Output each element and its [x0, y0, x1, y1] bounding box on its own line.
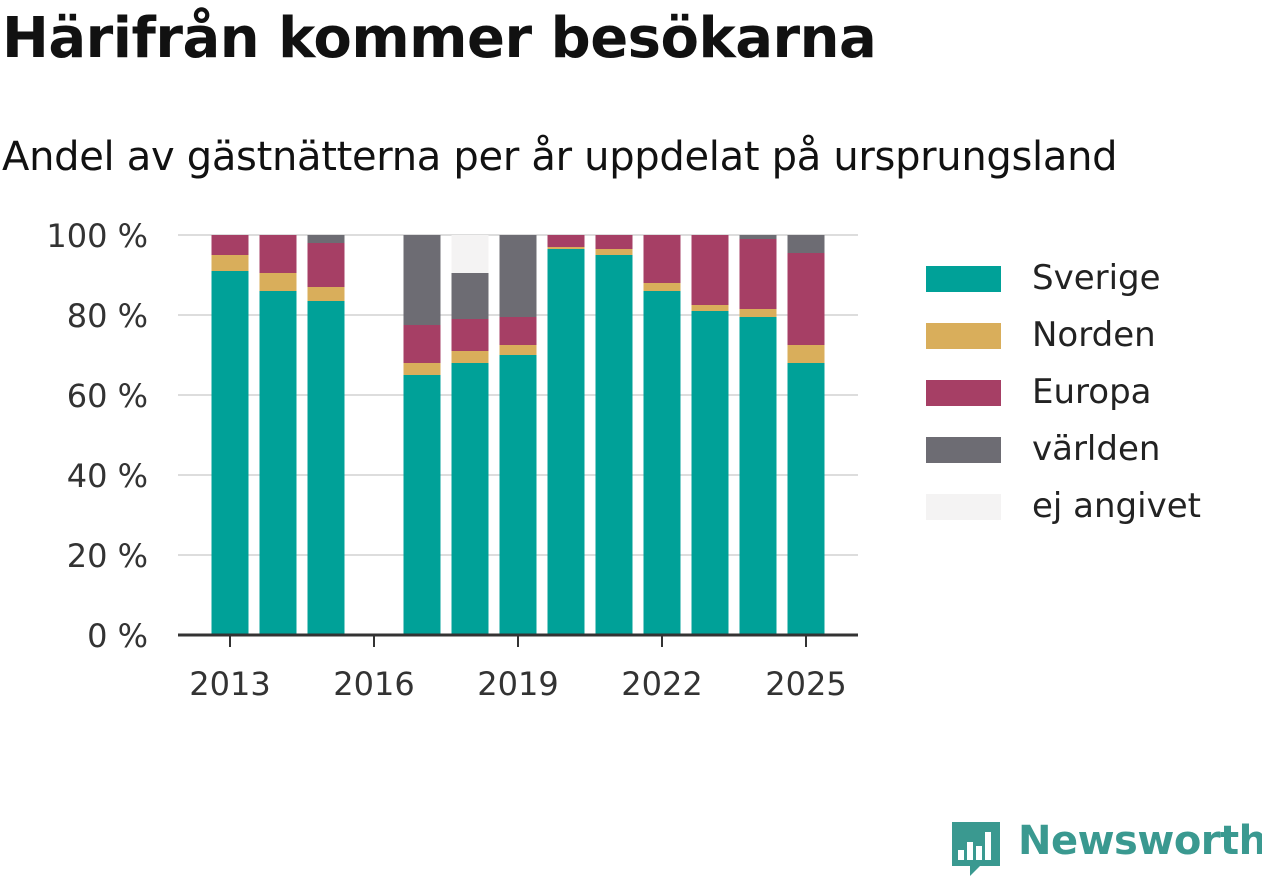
- y-tick-label: 100 %: [46, 217, 148, 255]
- bar-segment-2017-sverige: [403, 375, 441, 635]
- brand-name: Newsworthy: [1018, 818, 1262, 864]
- x-tick-label: 2022: [621, 665, 702, 703]
- x-tick-label: 2025: [765, 665, 846, 703]
- bar-segment-2018-ej-angivet: [451, 235, 489, 273]
- bar-segment-2017-europa: [403, 325, 441, 363]
- bar-segment-2019-norden: [499, 345, 537, 355]
- stacked-bar-chart: 0 % 20 % 40 % 60 % 80 % 100 % 2013 2016 2019 2022…: [46, 217, 858, 703]
- bar-segment-2019-europa: [499, 317, 537, 345]
- bar-segment-2025-europa: [787, 253, 825, 345]
- y-tick-label: 20 %: [67, 537, 148, 575]
- bar-segment-2015-norden: [307, 287, 345, 301]
- bar-segment-2015-sverige: [307, 301, 345, 635]
- bar-segment-2021-europa: [595, 235, 633, 249]
- legend-swatch: [926, 494, 1001, 520]
- bar-segment-2023-europa: [691, 235, 729, 305]
- bar-segment-2023-norden: [691, 305, 729, 311]
- bar-segment-2025-världen: [787, 235, 825, 253]
- bar-segment-2017-norden: [403, 363, 441, 375]
- y-tick-label: 0 %: [87, 617, 148, 655]
- bar-segment-2021-norden: [595, 249, 633, 255]
- bar-segment-2024-världen: [739, 235, 777, 239]
- x-tick-label: 2019: [477, 665, 558, 703]
- bar-segment-2014-europa: [259, 235, 297, 273]
- legend-swatch: [926, 437, 1001, 463]
- bar-segment-2021-sverige: [595, 255, 633, 635]
- bar-segment-2024-sverige: [739, 317, 777, 635]
- legend-swatch: [926, 323, 1001, 349]
- bar-segment-2018-världen: [451, 273, 489, 319]
- bar-segment-2015-europa: [307, 243, 345, 287]
- bar-segment-2022-norden: [643, 283, 681, 291]
- bar-segment-2014-sverige: [259, 291, 297, 635]
- bar-segment-2013-sverige: [211, 271, 249, 635]
- y-tick-label: 60 %: [67, 377, 148, 415]
- bar-chart-logo-icon: [952, 822, 1000, 876]
- bar-segment-2022-sverige: [643, 291, 681, 635]
- bar-segment-2013-norden: [211, 255, 249, 271]
- bar-segment-2017-världen: [403, 235, 441, 325]
- x-tick-label: 2016: [333, 665, 414, 703]
- legend-swatch: [926, 266, 1001, 292]
- bar-segment-2024-europa: [739, 239, 777, 309]
- chart-title: Härifrån kommer besökarna: [2, 6, 877, 71]
- bar-segment-2020-norden: [547, 247, 585, 249]
- bar-segment-2020-europa: [547, 235, 585, 247]
- legend-label: Norden: [1032, 315, 1156, 355]
- bar-segment-2022-europa: [643, 235, 681, 283]
- bar-segment-2018-sverige: [451, 363, 489, 635]
- y-tick-label: 40 %: [67, 457, 148, 495]
- bar-segment-2015-världen: [307, 235, 345, 243]
- bar-segment-2013-europa: [211, 235, 249, 255]
- bar-segment-2019-sverige: [499, 355, 537, 635]
- bar-segment-2018-europa: [451, 319, 489, 351]
- bar-segment-2023-sverige: [691, 311, 729, 635]
- bar-segment-2019-världen: [499, 235, 537, 317]
- bar-segment-2025-norden: [787, 345, 825, 363]
- chart-subtitle: Andel av gästnätterna per år uppdelat på…: [2, 134, 1118, 180]
- legend-label: ej angivet: [1032, 486, 1201, 526]
- bar-segment-2024-norden: [739, 309, 777, 317]
- legend-swatch: [926, 380, 1001, 406]
- legend-label: Europa: [1032, 372, 1152, 412]
- x-tick-label: 2013: [189, 665, 270, 703]
- bar-segment-2018-norden: [451, 351, 489, 363]
- bar-segment-2025-sverige: [787, 363, 825, 635]
- y-tick-label: 80 %: [67, 297, 148, 335]
- bar-segment-2020-sverige: [547, 249, 585, 635]
- legend-label: världen: [1032, 429, 1161, 469]
- legend-label: Sverige: [1032, 258, 1161, 298]
- bar-segment-2014-norden: [259, 273, 297, 291]
